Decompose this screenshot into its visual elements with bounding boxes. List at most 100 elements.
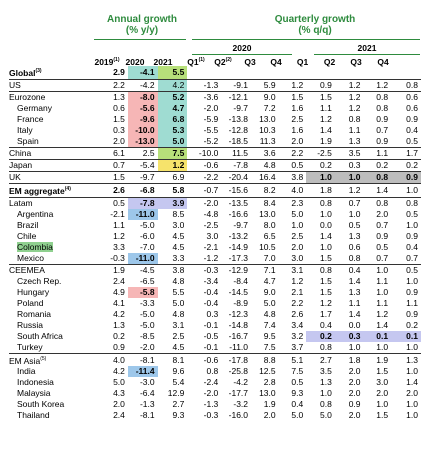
table-cell: 9.0 <box>263 286 276 297</box>
table-cell: 4.7 <box>157 102 188 114</box>
table-cell: 8.1 <box>157 352 188 367</box>
table-cell: 1.5 <box>278 90 307 103</box>
table-cell: -3.4 <box>203 275 219 286</box>
table-row: Malaysia 4.3 -6.4 12.9 -2.0 -17.7 13.0 9.3 1.0 2.… <box>9 388 421 399</box>
table-row: Germany 0.6 -5.6 4.7 -2.0 -9.7 7.2 1.6 1.1 1.2 0.8… <box>9 102 421 114</box>
table-cell: 1.0 <box>406 219 418 230</box>
table-cell: -2.5 <box>306 146 335 160</box>
table-cell: -13.5 <box>221 196 252 209</box>
table-row: Global(3) 2.9 -4.1 5.5 <box>9 66 421 80</box>
table-cell: 1.1 <box>406 297 418 308</box>
row-label: Turkey <box>17 341 43 352</box>
table-cell: -8.4 <box>233 275 249 286</box>
table-cell: -0.1 <box>203 319 219 330</box>
table-row: France 1.5 -9.6 6.8 -5.9 -13.8 13.0 2.5 1.2 0.8 0.… <box>9 113 421 125</box>
table-cell: -2.1 <box>110 208 125 219</box>
table-cell: 1.2 <box>320 113 332 124</box>
table-cell: -2.2 <box>193 170 222 184</box>
table-cell: 0.3 <box>334 330 364 342</box>
table-cell: 0.7 <box>98 158 128 172</box>
table-cell: 1.0 <box>406 275 418 286</box>
table-cell: -0.5 <box>203 330 219 341</box>
table-cell: 1.2 <box>157 158 188 172</box>
table-cell: 1.3 <box>320 377 332 388</box>
table-cell: 3.8 <box>278 170 307 184</box>
table-cell: 0.7 <box>376 124 389 135</box>
table-cell: -17.3 <box>228 252 249 263</box>
row-label: Russia <box>17 319 43 330</box>
table-cell: 0.5 <box>376 241 389 252</box>
row-label: EM aggregate(4) <box>9 182 99 198</box>
table-cell: 4.0 <box>98 352 128 367</box>
table-cell: 0.9 <box>348 399 361 410</box>
table-cell: -4.8 <box>203 208 219 219</box>
row-label: Germany <box>17 102 52 113</box>
table-row: Indonesia 5.0 -3.0 5.4 -2.4 -4.2 2.8 0.5 1.3 2.0 3… <box>9 377 421 388</box>
table-cell: 1.4 <box>320 230 332 241</box>
table-cell: 1.5 <box>376 366 389 377</box>
table-cell: 0.7 <box>406 252 418 263</box>
table-cell: 5.9 <box>251 78 279 92</box>
table-cell: 0.2 <box>306 330 335 342</box>
table-cell: 2.0 <box>376 208 389 219</box>
table-cell: 3.5 <box>320 366 332 377</box>
table-cell: 1.8 <box>334 352 364 367</box>
table-cell: 5.1 <box>278 352 307 367</box>
table-cell <box>251 66 279 79</box>
table-cell: 0.2 <box>406 319 418 330</box>
table-row: China 6.1 2.5 7.5 -10.0 11.5 3.6 2.2 -2.5 3.5 1.1 1… <box>9 146 421 160</box>
table-cell: 0.9 <box>406 113 418 124</box>
table-cell: 0.3 <box>334 158 364 172</box>
table-cell: 8.2 <box>251 182 279 198</box>
table-row: Japan 0.7 -5.4 1.2 -0.6 -7.8 4.8 0.5 0.2 0.3 0.2 0.… <box>9 158 421 172</box>
table-cell: -9.7 <box>127 170 158 184</box>
spacer <box>187 170 194 184</box>
quarterly-growth-title: Quarterly growth (% q/q) <box>274 14 356 36</box>
table-cell: -17.8 <box>221 352 252 367</box>
table-cell: -8.1 <box>127 352 158 367</box>
table-cell: 2.9 <box>113 66 125 77</box>
table-cell: -0.4 <box>203 297 219 308</box>
table-cell: -8.0 <box>127 90 158 103</box>
table-cell: 0.6 <box>406 102 418 113</box>
table-cell: 2.2 <box>291 297 304 308</box>
table-cell <box>194 66 222 79</box>
table-cell: -0.6 <box>193 158 222 172</box>
table-cell: 3.0 <box>206 230 219 241</box>
table-cell: 0.8 <box>363 170 392 184</box>
spacer <box>187 182 194 198</box>
table-cell: 0.8 <box>306 196 335 209</box>
table-cell: 1.1 <box>113 219 125 230</box>
table-cell: 3.1 <box>172 319 185 330</box>
table-cell: 3.9 <box>157 196 188 209</box>
table-cell: 0.8 <box>348 252 361 263</box>
table-cell: -12.3 <box>228 308 249 319</box>
row-label: South Africa <box>17 330 63 341</box>
row-label: Czech Rep. <box>17 275 62 286</box>
table-cell: 2.5 <box>172 330 185 341</box>
table-row: Italy 0.3 -10.0 5.3 -5.5 -12.8 10.3 1.6 1.4 1.1 0.… <box>9 124 421 136</box>
table-cell: 0.4 <box>334 263 364 276</box>
table-cell: 1.2 <box>334 78 364 92</box>
table-cell: 0.7 <box>334 196 364 209</box>
table-cell <box>306 66 335 79</box>
table-cell: -1.3 <box>203 399 219 410</box>
row-label: Global(3) <box>9 67 42 78</box>
table-cell: 2.0 <box>348 377 361 388</box>
table-cell: 2.0 <box>263 410 276 421</box>
table-cell: 1.2 <box>348 102 361 113</box>
table-cell: 2.0 <box>291 241 304 252</box>
table-cell: 5.0 <box>113 377 125 388</box>
table-cell: 2.2 <box>98 78 128 92</box>
table-cell: 5.0 <box>291 410 304 421</box>
table-cell: 2.5 <box>291 113 304 124</box>
table-cell: 2.0 <box>348 410 361 421</box>
table-cell: 1.8 <box>306 182 335 198</box>
table-cell: 5.2 <box>157 90 188 103</box>
table-cell: -5.9 <box>203 113 219 124</box>
table-cell: -0.4 <box>203 286 219 297</box>
table-cell: 1.0 <box>320 241 332 252</box>
table-cell: 7.5 <box>291 366 304 377</box>
table-cell: -4.2 <box>127 78 158 92</box>
